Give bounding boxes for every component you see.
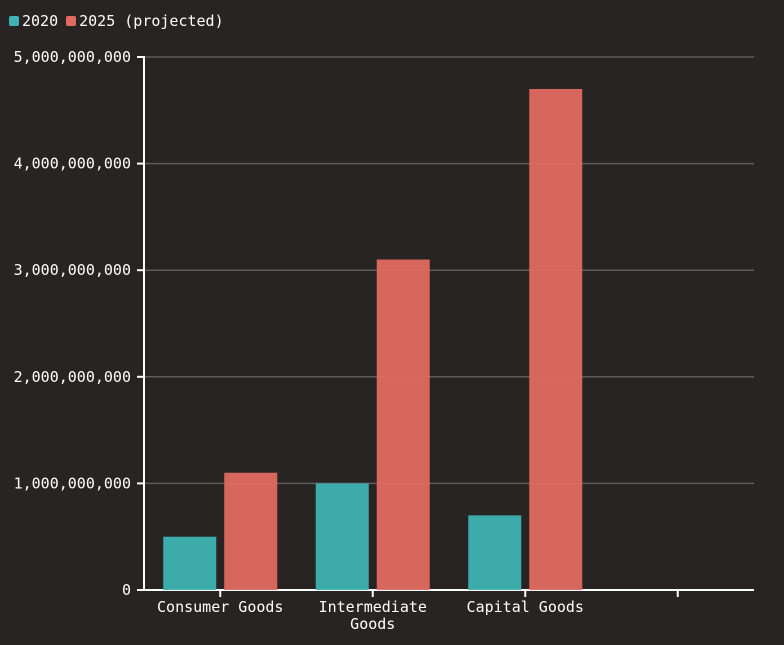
x-tick-label-0: Consumer Goods: [157, 598, 283, 616]
y-tick-label-3: 3,000,000,000: [14, 261, 131, 279]
bar-2025-projected-intermediate-goods: [376, 259, 430, 590]
bar-2020-consumer-goods: [163, 536, 217, 590]
legend-swatch-2020: [9, 16, 19, 26]
legend-label-2025-projected: 2025 (projected): [79, 12, 224, 30]
bar-2020-capital-goods: [468, 515, 522, 590]
bar-2025-projected-consumer-goods: [224, 472, 278, 590]
x-tick-label-2: Capital Goods: [467, 598, 584, 616]
y-tick-label-4: 4,000,000,000: [14, 155, 131, 173]
legend-label-2020: 2020: [22, 12, 59, 30]
y-tick-label-2: 2,000,000,000: [14, 368, 131, 386]
legend-swatch-2025-projected: [66, 16, 77, 26]
legend-item-2020[interactable]: 2020: [9, 12, 58, 30]
y-tick-label-5: 5,000,000,000: [14, 48, 131, 66]
bar-2020-intermediate-goods: [315, 483, 369, 590]
legend-item-2025-projected[interactable]: 2025 (projected): [66, 12, 224, 30]
bar-2025-projected-capital-goods: [529, 88, 583, 590]
x-tick-label-1: Intermediate Goods: [319, 598, 427, 633]
y-tick-label-1: 1,000,000,000: [14, 474, 131, 492]
legend: 2020 2025 (projected): [9, 12, 232, 30]
y-tick-label-0: 0: [122, 581, 131, 599]
